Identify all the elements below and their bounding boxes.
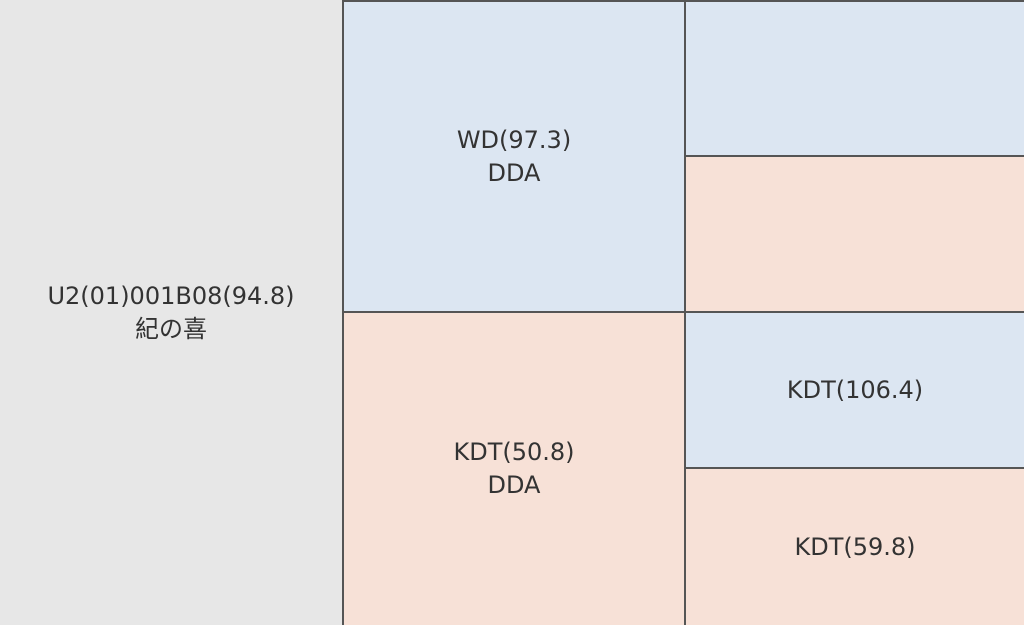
cell-label: WD(97.3)	[456, 125, 572, 154]
cell-sublabel: 紀の喜	[135, 314, 207, 343]
cell-label: U2(01)001B08(94.8)	[47, 281, 295, 310]
cell-sublabel: DDA	[487, 158, 541, 187]
treemap-cell-kdt-106-4: KDT(106.4)	[686, 313, 1024, 467]
treemap-cell-wd: WD(97.3) DDA	[344, 2, 684, 311]
cell-label: KDT(59.8)	[794, 532, 916, 561]
treemap-cell-kdt-50-8: KDT(50.8) DDA	[344, 313, 684, 625]
treemap-cell-kdt-59-8: KDT(59.8)	[686, 469, 1024, 625]
treemap-cell-unlabeled-peach	[686, 157, 1024, 311]
cell-sublabel: DDA	[487, 471, 541, 499]
treemap-cell-u2-01-001b08: U2(01)001B08(94.8) 紀の喜	[0, 0, 342, 625]
treemap-cell-unlabeled-blue	[686, 2, 1024, 155]
cell-label: KDT(106.4)	[786, 375, 924, 404]
cell-label: KDT(50.8)	[453, 438, 575, 466]
